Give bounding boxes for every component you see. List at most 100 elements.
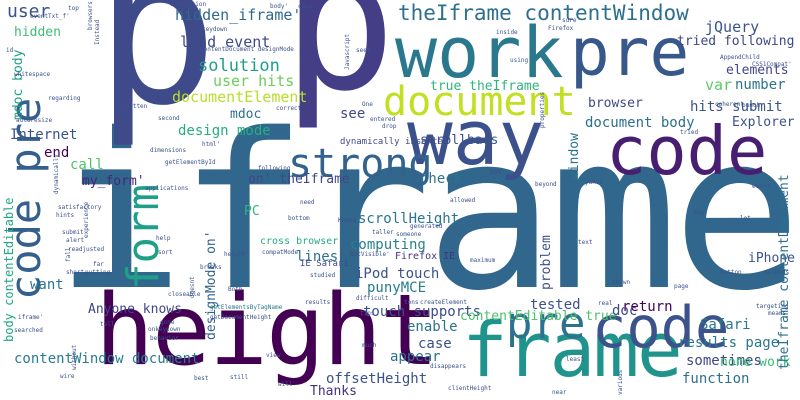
cloud-word: compatMode xyxy=(262,249,299,256)
cloud-word: page xyxy=(674,283,689,290)
cloud-word: allowed xyxy=(450,197,476,204)
cloud-word: sure xyxy=(562,17,577,24)
cloud-word: p xyxy=(282,0,397,133)
cloud-word: top xyxy=(68,5,79,12)
cloud-word: putting xyxy=(85,269,111,276)
cloud-word: want xyxy=(30,277,64,293)
cloud-word: number xyxy=(735,77,786,93)
cloud-word: AppendChild xyxy=(720,54,760,61)
cloud-word: shown xyxy=(612,279,631,286)
cloud-word: autoresize xyxy=(16,117,53,124)
cloud-word: Explorer xyxy=(732,115,795,130)
cloud-word: clientHeight xyxy=(448,385,492,392)
cloud-word: end xyxy=(44,145,70,161)
cloud-word: someone xyxy=(396,231,422,238)
cloud-word: coherent xyxy=(715,101,744,108)
cloud-word: IE Safari xyxy=(300,259,349,269)
cloud-word: call xyxy=(70,157,104,173)
cloud-word: closeable xyxy=(168,291,201,298)
cloud-word: key xyxy=(694,209,705,216)
cloud-word: elements xyxy=(726,63,789,78)
cloud-word: jQuery xyxy=(705,18,760,36)
cloud-word: tons xyxy=(404,299,419,306)
cloud-word: wire xyxy=(60,373,75,380)
cloud-word: designMode on' xyxy=(204,230,219,340)
cloud-word: studied xyxy=(310,272,336,279)
cloud-word: readjusted xyxy=(68,246,105,253)
cloud-word: much xyxy=(362,342,377,349)
cloud-word: iPhone xyxy=(748,251,795,266)
cloud-word: eventTxt_f' xyxy=(30,13,70,20)
cloud-word: enable xyxy=(407,319,458,335)
cloud-word: scrollHeight xyxy=(358,211,460,227)
cloud-word: work xyxy=(395,12,564,94)
cloud-word: tips xyxy=(360,310,375,317)
cloud-word: text xyxy=(578,239,593,246)
cloud-word: createElement xyxy=(420,299,467,306)
cloud-word: way xyxy=(407,93,545,182)
cloud-word: Thanks xyxy=(310,384,357,399)
cloud-word: will xyxy=(278,381,293,388)
cloud-word: pre xyxy=(570,14,690,91)
cloud-word: contentEditable true xyxy=(460,309,617,324)
cloud-word: theIframe contentWindow xyxy=(398,1,689,25)
cloud-word: taller xyxy=(372,229,394,236)
cloud-word: none work xyxy=(720,355,791,370)
cloud-word: Internet xyxy=(10,127,78,143)
cloud-word: case xyxy=(418,336,452,352)
cloud-word: regarding xyxy=(48,95,81,102)
cloud-word: code xyxy=(606,112,768,190)
cloud-word: targeting xyxy=(756,303,789,310)
cloud-word: breaks xyxy=(200,264,222,271)
cloud-word: dimensions xyxy=(150,147,187,154)
cloud-word: id xyxy=(6,47,14,54)
cloud-word: documentElement xyxy=(172,88,308,106)
cloud-word: view xyxy=(266,352,281,359)
cloud-word: seem xyxy=(356,47,371,54)
cloud-word: design mode xyxy=(178,123,271,139)
cloud-word: iPod touch xyxy=(355,266,440,282)
cloud-word: hidden_iframe' xyxy=(175,6,302,24)
cloud-word: check xyxy=(420,171,463,187)
cloud-word: methods xyxy=(764,269,790,276)
cloud-word: applications xyxy=(145,185,189,192)
cloud-word: still xyxy=(230,374,249,381)
cloud-word: body contentEditable xyxy=(2,197,16,343)
cloud-word: on' theIframe xyxy=(248,172,350,187)
cloud-word: p xyxy=(95,0,219,151)
cloud-word: disappears xyxy=(430,363,467,370)
cloud-word: generated xyxy=(410,223,443,230)
cloud-word: submission xyxy=(170,1,207,8)
cloud-word: var xyxy=(705,76,733,94)
cloud-word: punyMCE xyxy=(367,280,427,296)
cloud-word: getElementsByTagName xyxy=(210,304,283,311)
cloud-word: iframe' xyxy=(18,314,44,321)
cloud-word: computing xyxy=(350,237,426,253)
cloud-word: second xyxy=(158,115,180,122)
cloud-word: behavior xyxy=(150,335,179,342)
cloud-word: height xyxy=(95,274,439,388)
cloud-word: true theIframe xyxy=(430,79,540,94)
cloud-word: sort xyxy=(158,249,173,256)
cloud-word: experience xyxy=(83,201,90,238)
cloud-word: function xyxy=(682,371,750,387)
cloud-word: maximum xyxy=(470,257,496,264)
cloud-word: load event xyxy=(180,33,271,51)
cloud-word: contentWindow document xyxy=(14,351,200,367)
cloud-word: fall xyxy=(65,247,72,262)
cloud-word: lines xyxy=(296,249,339,265)
cloud-word: appear xyxy=(390,349,441,365)
cloud-word: touch supports xyxy=(363,304,482,320)
cloud-word: button xyxy=(720,269,742,276)
cloud-word: Safari xyxy=(700,317,751,333)
cloud-word: bottom xyxy=(288,215,310,222)
cloud-word: correct xyxy=(276,105,302,112)
cloud-word: pre xyxy=(506,298,586,349)
cloud-word: mdoc body xyxy=(11,49,26,120)
cloud-word: One xyxy=(362,101,373,108)
cloud-word: hits submit xyxy=(690,99,783,115)
cloud-word: Keeps xyxy=(338,217,357,224)
cloud-word: CSS1Compat' xyxy=(752,61,792,68)
cloud-word: DOM xyxy=(490,169,501,176)
